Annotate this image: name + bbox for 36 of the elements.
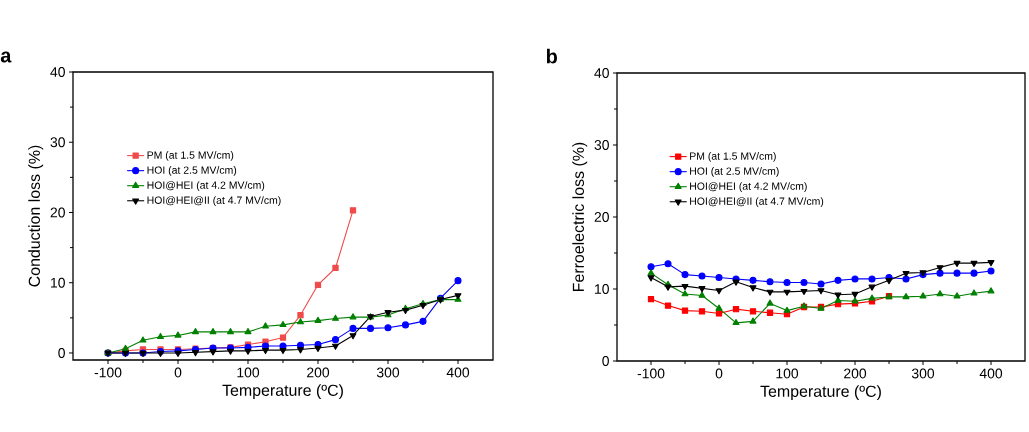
legend-label: HOI (at 2.5 MV/cm) — [147, 166, 237, 176]
y-tick-label: 30 — [594, 140, 609, 150]
x-tick-label: 100 — [776, 368, 799, 379]
y-tick-label: 30 — [50, 137, 65, 148]
legend-label: HOI@HEI@II (at 4.7 MV/cm) — [690, 197, 824, 207]
legend-label: HOI (at 2.5 MV/cm) — [690, 167, 779, 177]
x-tick-label: 300 — [911, 368, 935, 379]
x-axis-title: Temperature (ºC) — [760, 385, 881, 401]
chart-title: a — [0, 51, 12, 63]
y-tick-label: 10 — [595, 284, 609, 294]
x-tick-label: 200 — [307, 367, 330, 378]
x-tick-label: 200 — [844, 368, 867, 379]
x-axis-title: Temperature (ºC) — [222, 384, 343, 400]
y-axis-title: Ferroelectric loss (%) — [572, 142, 588, 291]
legend-label: PM (at 1.5 MV/cm) — [147, 151, 234, 161]
legend-label: HOI@HEI (at 4.2 MV/cm) — [690, 182, 807, 192]
chart-title: b — [546, 48, 557, 64]
y-tick-label: 40 — [594, 68, 609, 78]
x-tick-label: 400 — [979, 368, 1003, 379]
x-tick-label: 0 — [174, 367, 182, 378]
legend-label: PM (at 1.5 MV/cm) — [690, 152, 776, 162]
y-tick-label: 40 — [50, 67, 65, 77]
legend-label: HOI@HEI (at 4.2 MV/cm) — [147, 181, 265, 191]
y-tick-label: 20 — [594, 212, 609, 222]
y-tick-label: 10 — [51, 277, 65, 288]
x-tick-label: 300 — [376, 367, 400, 378]
y-tick-label: 0 — [58, 348, 65, 358]
y-axis-title: Conduction loss (%) — [28, 145, 44, 287]
x-tick-label: -100 — [94, 367, 122, 378]
x-tick-label: 100 — [237, 367, 260, 378]
legend-label: HOI@HEI@II (at 4.7 MV/cm) — [147, 196, 281, 206]
y-tick-label: 0 — [602, 356, 609, 366]
x-tick-label: 400 — [446, 367, 470, 378]
x-tick-label: 0 — [715, 368, 723, 379]
x-tick-label: -100 — [637, 368, 665, 379]
y-tick-label: 20 — [50, 207, 65, 218]
